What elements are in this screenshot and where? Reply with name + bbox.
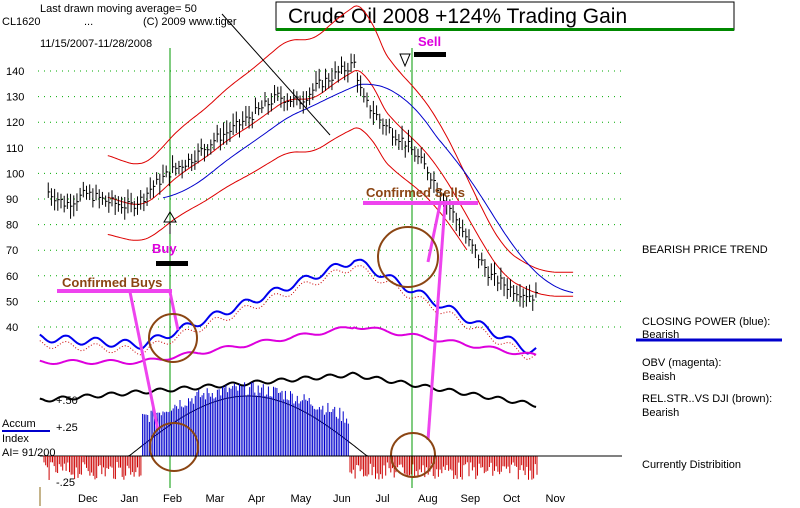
x-tick-label: Mar: [206, 493, 225, 505]
accum-tick-top: +.50: [56, 395, 78, 407]
ticker-label: CL1620: [2, 16, 41, 28]
accum-index-bars: [43, 382, 538, 480]
confirmed-sells-label: Confirmed Sells: [366, 185, 465, 200]
accum-title-1: Accum: [2, 418, 36, 430]
header-dots: ...: [84, 16, 93, 28]
buy-accum-circle: [149, 422, 199, 472]
closing-power-ma-line: [39, 265, 537, 361]
y-tick-label: 60: [6, 271, 18, 283]
title-box: [275, 1, 735, 31]
bearish-trend-label: BEARISH PRICE TREND: [642, 244, 768, 256]
accum-tick-bottom: -.25: [56, 477, 75, 489]
x-tick-label: Nov: [546, 493, 566, 505]
confirmed-buys-pointer-1: [128, 291, 160, 431]
y-tick-label: 110: [6, 143, 24, 155]
distribution-label: Currently Distribition: [642, 459, 741, 471]
closing-power-state: Bearish: [642, 329, 679, 341]
buy-marker: [156, 261, 188, 266]
y-tick-label: 80: [6, 220, 18, 232]
y-tick-label: 70: [6, 245, 18, 257]
y-tick-label: 90: [6, 194, 18, 206]
x-tick-label: Jun: [333, 493, 351, 505]
ma-blue-line: [162, 83, 574, 294]
x-tick-label: Apr: [248, 493, 265, 505]
x-tick-label: Oct: [503, 493, 520, 505]
price-bars: [47, 53, 538, 311]
obv-line: [39, 326, 537, 366]
sell-arrow-icon: [399, 53, 411, 68]
relstr-label: REL.STR..VS DJI (brown):: [642, 393, 772, 405]
x-tick-label: Feb: [163, 493, 182, 505]
indicator-lines: [39, 258, 537, 457]
x-tick-label: Aug: [418, 493, 438, 505]
buy-label: Buy: [152, 241, 177, 256]
title-underline: [276, 28, 734, 31]
x-tick-label: Jan: [121, 493, 139, 505]
x-tick-label: Sep: [461, 493, 481, 505]
relstr-state: Bearish: [642, 407, 679, 419]
y-tick-label: 140: [6, 66, 24, 78]
accum-title-2: Index: [2, 433, 29, 445]
x-tick-label: Dec: [78, 493, 98, 505]
confirmed-sells-pointer-2: [426, 203, 442, 263]
price-axis-labels: 140 130 120 110 100 90 80 70 60 50 40: [6, 66, 24, 334]
y-tick-label: 40: [6, 322, 18, 334]
confirmed-buys-pointer-2: [168, 291, 180, 331]
y-tick-label: 50: [6, 296, 18, 308]
confirmed-sells-pointer-1: [426, 203, 447, 441]
buy-closing-power-circle: [148, 313, 198, 363]
sell-accum-circle: [390, 432, 436, 478]
last-ma-label: Last drawn moving average= 50: [40, 3, 197, 15]
accum-ma-line: [39, 395, 537, 457]
ma-pointer-line: [221, 13, 331, 136]
x-tick-label: May: [291, 493, 312, 505]
confirmed-buys-label: Confirmed Buys: [62, 275, 162, 290]
closing-power-line: [39, 258, 537, 355]
moving-average-bands: [107, 5, 574, 297]
x-tick-label: Jul: [376, 493, 390, 505]
accum-tick-mid: +.25: [56, 422, 78, 434]
price-grid: [38, 70, 622, 328]
y-tick-label: 120: [6, 117, 24, 129]
relstr-line: [39, 371, 537, 408]
month-axis-labels: Dec Jan Feb Mar Apr May Jun Jul Aug Sep Oct Nov: [78, 493, 566, 505]
lower-band-line: [107, 127, 468, 251]
obv-state: Beaish: [642, 371, 676, 383]
obv-label: OBV (magenta):: [642, 357, 721, 369]
accum-ai-value: AI= 91/200: [2, 447, 56, 459]
y-tick-label: 130: [6, 92, 24, 104]
date-range-label: 11/15/2007-11/28/2008: [40, 38, 152, 50]
copyright-label: (C) 2009 www.tiger: [143, 16, 237, 28]
y-tick-label: 100: [6, 168, 24, 180]
sell-closing-power-circle: [377, 226, 439, 288]
sell-label: Sell: [418, 34, 441, 49]
chart-title: Crude Oil 2008 +124% Trading Gain: [288, 5, 627, 28]
closing-power-label: CLOSING POWER (blue):: [642, 316, 770, 328]
sell-marker: [414, 52, 446, 57]
buy-arrow-icon: [163, 211, 177, 234]
upper-band-line: [107, 5, 574, 273]
